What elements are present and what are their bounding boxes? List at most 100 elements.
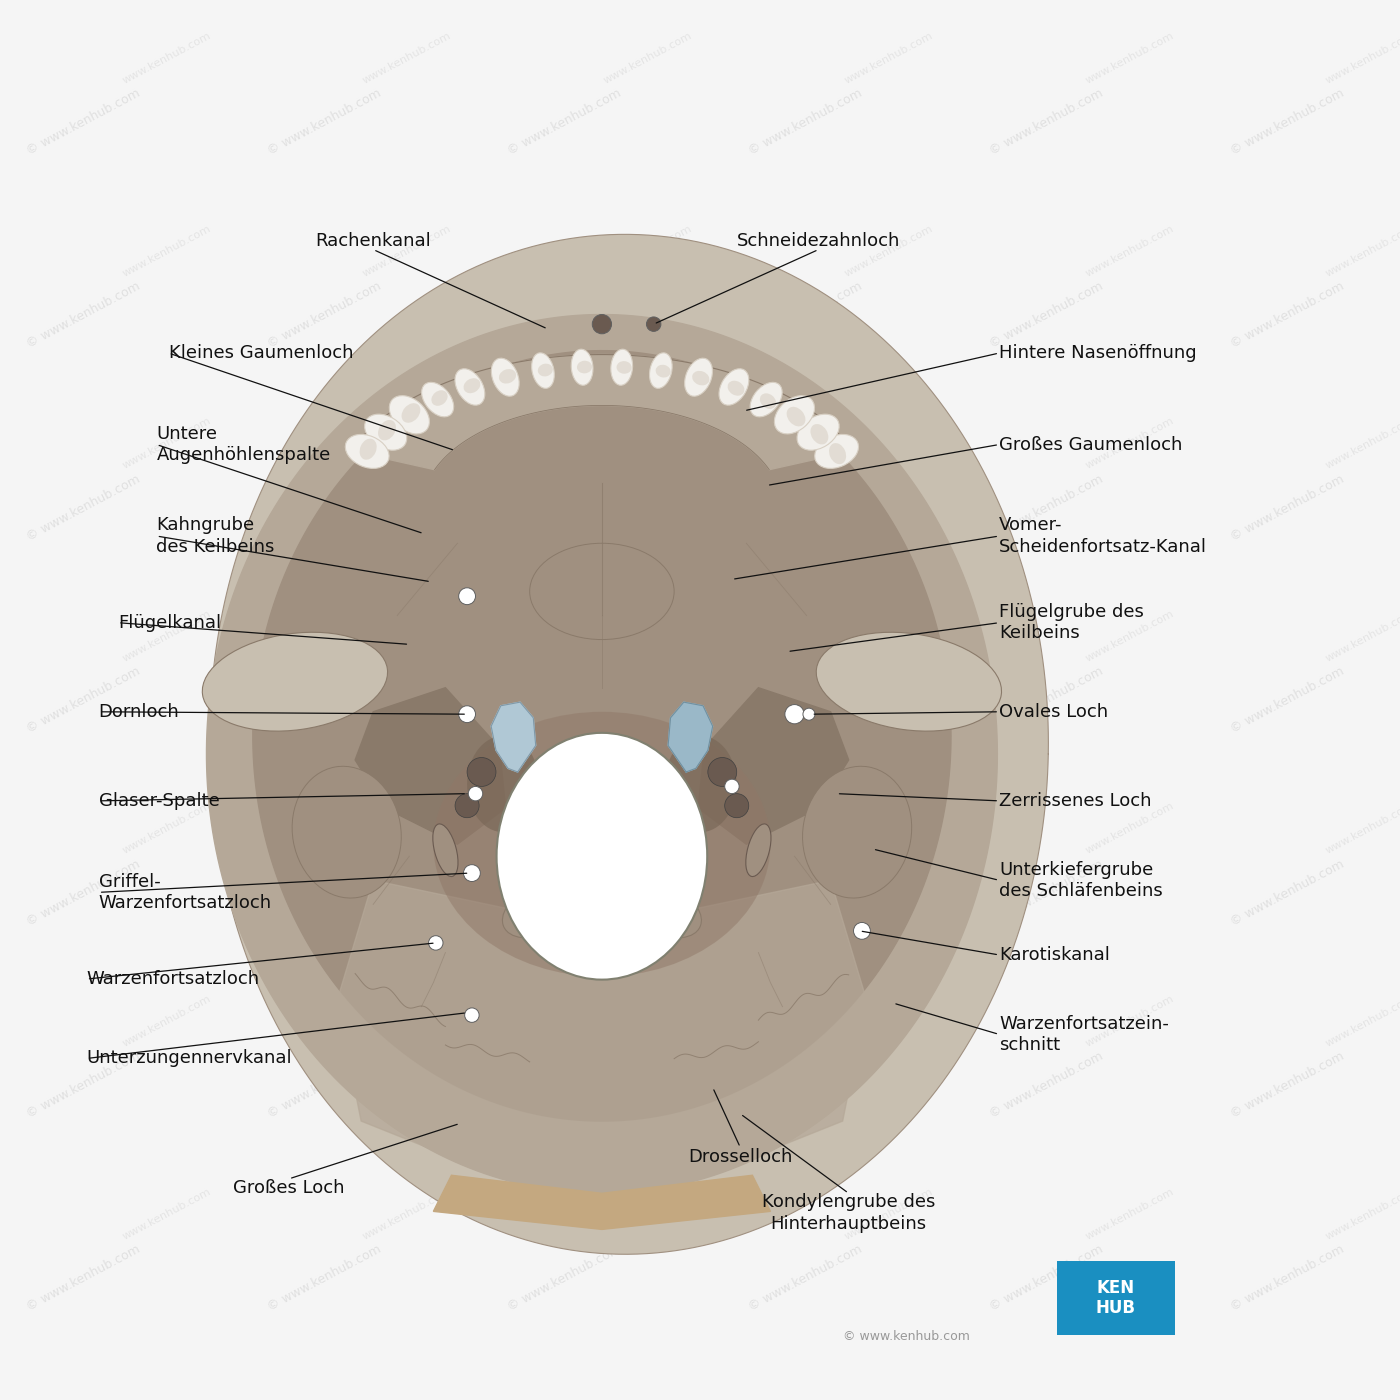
Text: www.kenhub.com: www.kenhub.com: [361, 1186, 454, 1242]
Text: © www.kenhub.com: © www.kenhub.com: [1228, 665, 1345, 736]
Text: © www.kenhub.com: © www.kenhub.com: [1228, 472, 1345, 543]
Ellipse shape: [434, 711, 770, 977]
Text: www.kenhub.com: www.kenhub.com: [120, 994, 213, 1049]
Text: www.kenhub.com: www.kenhub.com: [1324, 801, 1400, 857]
Text: www.kenhub.com: www.kenhub.com: [120, 1186, 213, 1242]
FancyBboxPatch shape: [1057, 1261, 1175, 1336]
Ellipse shape: [685, 358, 713, 396]
Text: www.kenhub.com: www.kenhub.com: [1084, 223, 1176, 279]
Text: © www.kenhub.com: © www.kenhub.com: [265, 87, 384, 158]
Ellipse shape: [610, 349, 633, 385]
Circle shape: [459, 588, 476, 605]
Text: Großes Gaumenloch: Großes Gaumenloch: [1000, 435, 1183, 454]
Text: © www.kenhub.com: © www.kenhub.com: [987, 857, 1105, 928]
Polygon shape: [434, 1175, 770, 1229]
Ellipse shape: [433, 825, 458, 876]
Text: www.kenhub.com: www.kenhub.com: [120, 223, 213, 279]
Text: Ovales Loch: Ovales Loch: [1000, 703, 1109, 721]
Circle shape: [804, 708, 815, 720]
Text: www.kenhub.com: www.kenhub.com: [1084, 31, 1176, 85]
Ellipse shape: [360, 438, 377, 459]
Text: Flügelkanal: Flügelkanal: [118, 613, 221, 631]
Text: Hintere Nasenöffnung: Hintere Nasenöffnung: [1000, 344, 1197, 363]
Text: © www.kenhub.com: © www.kenhub.com: [746, 87, 864, 158]
Text: Flügelgrube des
Keilbeins: Flügelgrube des Keilbeins: [1000, 603, 1144, 643]
Text: © www.kenhub.com: © www.kenhub.com: [24, 472, 143, 543]
Ellipse shape: [402, 403, 420, 423]
Ellipse shape: [498, 370, 517, 384]
Text: www.kenhub.com: www.kenhub.com: [361, 801, 454, 857]
Text: © www.kenhub.com: © www.kenhub.com: [265, 857, 384, 928]
Text: © www.kenhub.com: © www.kenhub.com: [746, 1243, 864, 1313]
Text: © www.kenhub.com: © www.kenhub.com: [1228, 1050, 1345, 1121]
Text: © www.kenhub.com: © www.kenhub.com: [265, 665, 384, 736]
Ellipse shape: [497, 732, 707, 980]
Polygon shape: [699, 687, 848, 844]
Text: © www.kenhub.com: © www.kenhub.com: [1228, 87, 1345, 158]
Ellipse shape: [431, 391, 448, 406]
Circle shape: [785, 704, 804, 724]
Circle shape: [428, 935, 442, 951]
Text: Rachenkanal: Rachenkanal: [315, 231, 431, 249]
Circle shape: [459, 706, 476, 722]
Text: Unterzungennervkanal: Unterzungennervkanal: [87, 1050, 293, 1067]
Text: www.kenhub.com: www.kenhub.com: [1084, 1186, 1176, 1242]
Text: Dornloch: Dornloch: [99, 703, 179, 721]
Text: www.kenhub.com: www.kenhub.com: [1084, 416, 1176, 470]
Text: Unterkiefergrube
des Schläfenbeins: Unterkiefergrube des Schläfenbeins: [1000, 861, 1163, 900]
Ellipse shape: [577, 361, 592, 374]
Text: © www.kenhub.com: © www.kenhub.com: [987, 280, 1105, 350]
Ellipse shape: [378, 420, 396, 441]
Text: www.kenhub.com: www.kenhub.com: [361, 31, 454, 85]
Text: © www.kenhub.com: © www.kenhub.com: [265, 472, 384, 543]
Text: www.kenhub.com: www.kenhub.com: [843, 416, 935, 470]
Polygon shape: [351, 354, 853, 469]
Text: © www.kenhub.com: © www.kenhub.com: [746, 857, 864, 928]
Text: © www.kenhub.com: © www.kenhub.com: [505, 857, 624, 928]
Ellipse shape: [774, 396, 815, 434]
Ellipse shape: [491, 358, 519, 396]
Text: © www.kenhub.com: © www.kenhub.com: [1228, 1243, 1345, 1313]
Text: www.kenhub.com: www.kenhub.com: [602, 609, 694, 664]
Ellipse shape: [293, 766, 402, 897]
Ellipse shape: [421, 382, 454, 417]
Text: Glaser-Spalte: Glaser-Spalte: [99, 792, 220, 809]
Polygon shape: [491, 703, 536, 771]
Text: www.kenhub.com: www.kenhub.com: [120, 609, 213, 664]
Ellipse shape: [797, 414, 839, 451]
Text: © www.kenhub.com: © www.kenhub.com: [987, 665, 1105, 736]
Ellipse shape: [463, 378, 480, 393]
Text: www.kenhub.com: www.kenhub.com: [602, 994, 694, 1049]
Circle shape: [468, 757, 496, 787]
Text: KEN
HUB: KEN HUB: [1096, 1278, 1135, 1317]
Text: © www.kenhub.com: © www.kenhub.com: [24, 857, 143, 928]
Ellipse shape: [529, 543, 675, 640]
Ellipse shape: [692, 371, 710, 385]
Polygon shape: [337, 881, 867, 1187]
Circle shape: [465, 1008, 479, 1022]
Text: Kondylengrube des
Hinterhauptbeins: Kondylengrube des Hinterhauptbeins: [762, 1193, 935, 1233]
Text: © www.kenhub.com: © www.kenhub.com: [24, 87, 143, 158]
Text: © www.kenhub.com: © www.kenhub.com: [505, 87, 624, 158]
Text: www.kenhub.com: www.kenhub.com: [1324, 1186, 1400, 1242]
Text: © www.kenhub.com: © www.kenhub.com: [746, 665, 864, 736]
Polygon shape: [356, 687, 505, 844]
Ellipse shape: [802, 766, 911, 897]
Text: Karotiskanal: Karotiskanal: [1000, 946, 1110, 965]
Text: www.kenhub.com: www.kenhub.com: [602, 31, 694, 85]
Text: www.kenhub.com: www.kenhub.com: [843, 994, 935, 1049]
Circle shape: [592, 315, 612, 333]
Ellipse shape: [815, 434, 858, 469]
Ellipse shape: [503, 883, 577, 938]
Ellipse shape: [655, 365, 671, 378]
Text: www.kenhub.com: www.kenhub.com: [602, 801, 694, 857]
Text: www.kenhub.com: www.kenhub.com: [1324, 994, 1400, 1049]
Text: www.kenhub.com: www.kenhub.com: [1084, 801, 1176, 857]
Text: © www.kenhub.com: © www.kenhub.com: [265, 280, 384, 350]
Polygon shape: [668, 703, 713, 771]
Text: www.kenhub.com: www.kenhub.com: [361, 609, 454, 664]
Ellipse shape: [627, 883, 701, 938]
Text: www.kenhub.com: www.kenhub.com: [120, 31, 213, 85]
Circle shape: [854, 923, 871, 939]
Ellipse shape: [720, 368, 749, 405]
